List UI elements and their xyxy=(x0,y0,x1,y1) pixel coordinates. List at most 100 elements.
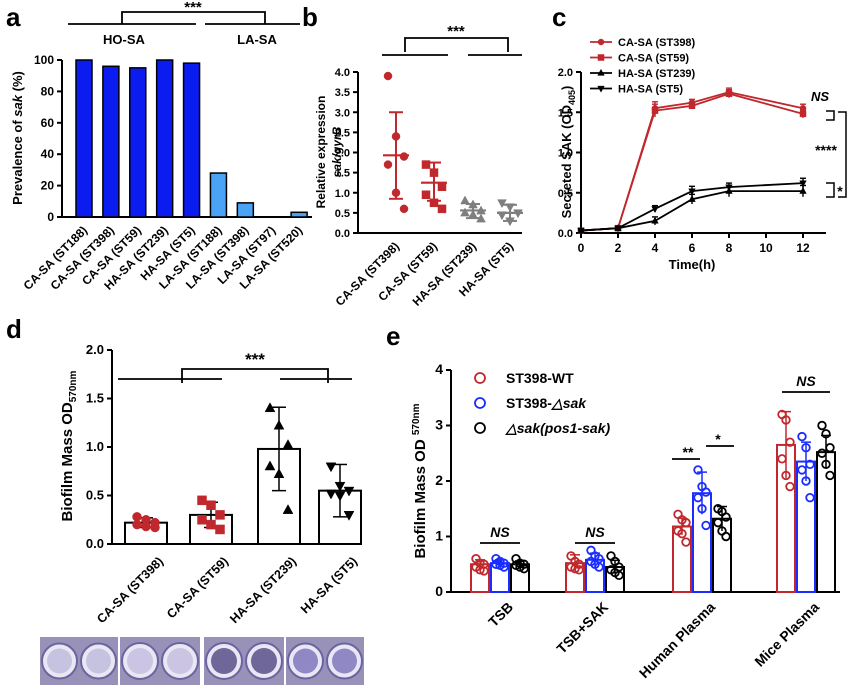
x-tick-label: HA-SA (ST5) xyxy=(298,554,360,616)
data-point xyxy=(797,465,807,475)
y-tick-label: 3.0 xyxy=(335,107,350,119)
panel-labels: a b c d e xyxy=(6,2,566,351)
bar xyxy=(236,202,255,218)
biofilm-stain xyxy=(251,648,277,674)
series-line xyxy=(580,92,804,232)
data-point xyxy=(681,537,691,547)
data-point xyxy=(805,492,815,503)
y-tick-label: 1.0 xyxy=(86,439,104,454)
x-tick-label: TSB+SAK xyxy=(553,599,611,657)
biofilm-stain xyxy=(332,648,357,674)
y-tick-label: 2.0 xyxy=(86,342,104,357)
panel-b: 0.0 0.5 1.0 1.5 2.0 2.5 3.0 3.5 4.0 CA-SA (ST398)… xyxy=(314,23,523,309)
legend-marker xyxy=(474,372,486,384)
data-point xyxy=(785,437,795,447)
legend-label-part: △sak(pos1-sak) xyxy=(505,420,610,436)
y-tick-label: 4 xyxy=(435,361,443,377)
y-tick-label: 2.5 xyxy=(335,127,350,139)
data-point xyxy=(785,481,795,492)
y-axis-label-part: (%) xyxy=(10,71,25,95)
data-point xyxy=(817,448,827,458)
significance-bracket xyxy=(404,37,509,52)
data-point xyxy=(799,180,807,188)
y-tick-label: 20 xyxy=(41,179,55,193)
legend-marker xyxy=(474,397,486,409)
data-point xyxy=(468,199,478,209)
biofilm-stain xyxy=(47,648,72,674)
data-point xyxy=(688,188,696,196)
bar xyxy=(672,525,692,594)
annotation-ns: NS xyxy=(796,373,816,389)
x-tick-label: 0 xyxy=(578,241,585,255)
data-point xyxy=(206,500,216,510)
data-point xyxy=(383,160,393,169)
y-tick-label: 0.0 xyxy=(335,228,350,240)
data-point xyxy=(799,187,807,194)
x-tick-label: CA-SA (ST398) xyxy=(333,239,402,308)
data-point xyxy=(825,470,835,481)
data-point xyxy=(468,209,478,219)
y-tick-label: 1.5 xyxy=(558,107,573,119)
y-axis-label-sub: 570nm xyxy=(411,403,422,435)
data-point xyxy=(437,182,447,191)
data-point xyxy=(334,491,346,502)
biofilm-stain xyxy=(211,648,237,674)
data-point xyxy=(721,531,731,542)
y-axis-label: sak/gyrB xyxy=(330,126,344,177)
data-point xyxy=(132,519,142,530)
x-tick-label: CA-SA (ST59) xyxy=(164,554,231,621)
data-point xyxy=(334,481,346,492)
group-label: HO-SA xyxy=(103,32,146,47)
y-tick-label: 60 xyxy=(41,116,55,130)
biofilm-stain xyxy=(293,648,318,674)
data-point xyxy=(614,570,624,581)
legend-label: CA-SA (ST398) xyxy=(618,37,696,49)
data-point xyxy=(460,195,470,205)
data-point xyxy=(491,559,501,569)
data-point xyxy=(799,110,807,118)
data-point xyxy=(215,510,225,520)
y-tick-label: 1.5 xyxy=(335,168,350,180)
x-tick-label: Human Plasma xyxy=(636,599,718,681)
data-point xyxy=(197,495,207,506)
y-tick-label: 0 xyxy=(47,210,54,224)
data-point xyxy=(273,468,285,479)
series-line xyxy=(580,182,804,232)
data-point xyxy=(777,454,787,464)
legend-label: CA-SA (ST59) xyxy=(618,53,689,65)
data-point xyxy=(701,487,711,497)
bar xyxy=(796,460,816,594)
bar xyxy=(209,172,228,218)
data-point xyxy=(383,71,393,81)
significance-bracket xyxy=(121,11,266,24)
y-tick-label: 3 xyxy=(435,417,443,433)
data-point xyxy=(693,465,703,475)
y-tick-label: 1.0 xyxy=(335,188,350,200)
data-point xyxy=(725,184,733,192)
panel-label-c: c xyxy=(552,2,566,32)
panel-d: 0.0 0.5 1.0 1.5 2.0 CA-SA (ST398)CA-SA (ST59)… xyxy=(40,342,364,685)
legend-label-part: △sak xyxy=(551,395,587,411)
y-tick-label: 0.5 xyxy=(86,488,104,503)
data-point xyxy=(519,563,529,574)
data-point xyxy=(391,132,401,141)
data-point xyxy=(399,152,409,161)
legend-label-part: ST398- xyxy=(506,395,552,411)
y-axis-label-part: Prevalence of xyxy=(10,117,25,205)
data-point xyxy=(475,565,485,575)
annotation-stars: * xyxy=(715,431,721,447)
y-tick-label: 0.0 xyxy=(86,536,104,551)
x-tick-label: Mice Plasma xyxy=(751,599,822,670)
data-point xyxy=(499,562,509,572)
bracket xyxy=(838,111,847,198)
y-axis-label-part: sak xyxy=(10,94,25,116)
data-point xyxy=(801,476,811,486)
panel-label-b: b xyxy=(302,2,318,32)
y-tick-label: 0.5 xyxy=(558,188,573,200)
data-point xyxy=(273,419,285,430)
x-tick-label: 6 xyxy=(689,241,696,255)
data-point xyxy=(197,515,207,525)
data-point xyxy=(206,519,216,530)
data-point xyxy=(513,209,523,219)
